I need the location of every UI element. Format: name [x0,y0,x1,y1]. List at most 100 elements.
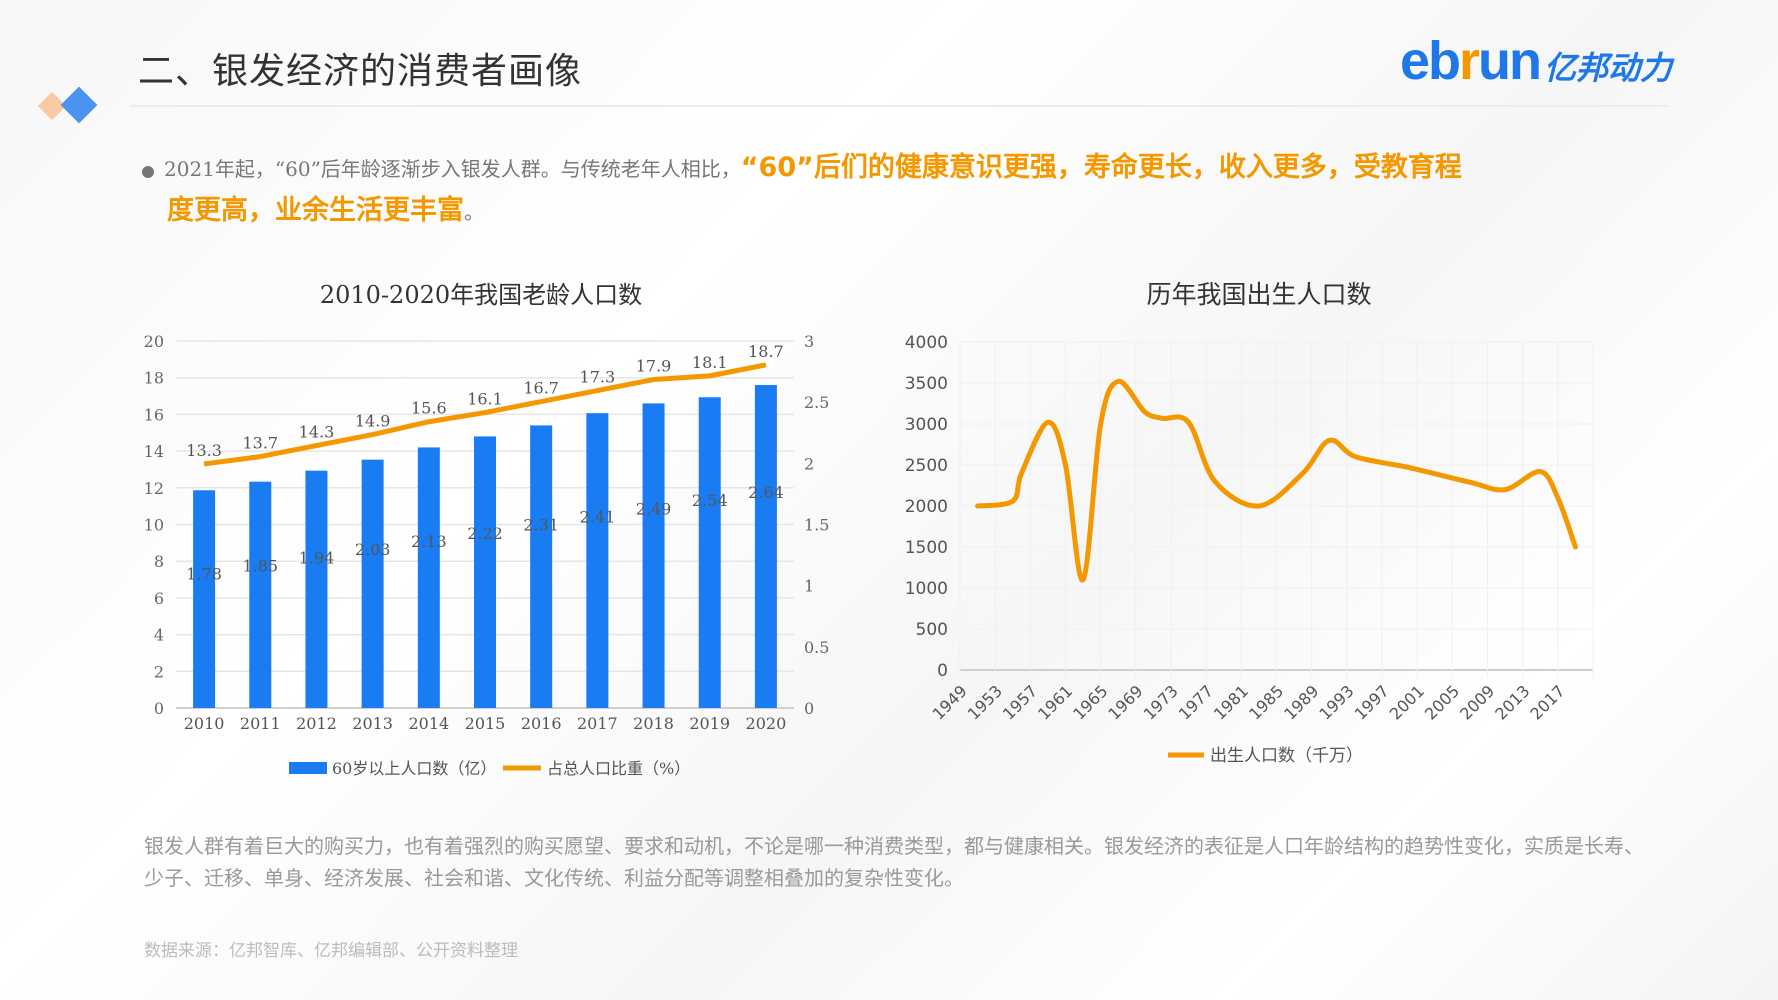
bar [417,447,440,708]
legend-line-label: 出生人口数（千万） [1210,746,1363,766]
right-axis-tick: 2.5 [804,393,829,412]
x-axis-tick: 2012 [296,714,337,733]
y-axis-tick: 500 [916,620,948,640]
bar [530,425,553,708]
x-axis-tick: 1985 [1245,681,1287,723]
bar-data-label: 2.64 [748,483,784,502]
line-data-label: 18.1 [692,353,728,372]
bar [305,470,328,708]
bar-data-label: 2.54 [692,491,728,510]
bar [754,385,777,708]
bar-data-label: 2.03 [355,540,391,559]
x-axis-tick: 1981 [1210,681,1252,723]
bar [698,397,721,708]
bullet-text: 2021年起，“60”后年龄逐渐步入银发人群。与传统老年人相比，“60”后们的健… [142,148,1662,234]
x-axis-tick: 2017 [577,714,618,733]
line-data-label: 18.7 [748,342,784,361]
y-axis-tick: 1500 [905,538,948,558]
x-axis-tick: 1965 [1069,681,1111,723]
left-axis-tick: 16 [144,405,164,424]
left-axis-tick: 10 [144,516,164,535]
line-data-label: 14.3 [299,423,335,442]
line-series [203,362,767,467]
left-axis-tick: 18 [144,369,164,388]
bar-data-label: 2.22 [467,524,503,543]
x-axis-tick: 2019 [689,714,730,733]
bar [361,459,384,708]
x-axis-tick: 1961 [1034,681,1076,723]
bar-data-label: 1.78 [186,565,222,584]
right-axis-tick: 1 [804,577,814,596]
data-source: 数据来源：亿邦智库、亿邦编辑部、公开资料整理 [144,941,518,961]
x-axis-tick: 1977 [1175,681,1217,723]
left-axis-tick: 2 [154,662,164,681]
x-axis-tick: 2018 [633,714,674,733]
bar-data-label: 1.85 [242,556,278,575]
legend-bar-label: 60岁以上人口数（亿） [332,759,496,778]
line-data-label: 14.9 [355,412,391,431]
bar-data-label: 2.41 [580,508,616,527]
left-axis-tick: 8 [154,552,164,571]
bar-data-label: 2.13 [411,532,447,551]
bar-data-label: 1.94 [299,548,335,567]
x-axis-tick: 2013 [1491,681,1533,723]
x-axis-tick: 1997 [1351,681,1393,723]
line-data-label: 17.3 [580,368,616,387]
bar-data-label: 2.31 [523,516,559,535]
x-axis-tick: 2014 [408,714,449,733]
x-axis-tick: 1993 [1315,681,1357,723]
logo: ebrun 亿邦动力 [1400,31,1673,91]
x-axis-tick: 2009 [1456,681,1498,723]
left-axis-tick: 14 [144,442,164,461]
x-axis-tick: 2001 [1386,681,1428,723]
x-axis-tick: 2015 [465,714,506,733]
x-axis-tick: 2010 [184,714,225,733]
legend-line-label: 占总人口比重（%） [547,759,690,778]
right-axis-tick: 1.5 [804,516,829,535]
bar [586,413,609,708]
x-axis-tick: 2020 [746,714,787,733]
x-axis-tick: 2005 [1421,681,1463,723]
line-data-label: 16.7 [523,379,559,398]
y-axis-tick: 2000 [905,497,948,517]
x-axis-tick: 2011 [240,714,281,733]
bullet-dot-icon [142,165,154,178]
bar [642,403,665,708]
left-axis-tick: 6 [154,589,164,608]
x-axis-tick: 1989 [1280,681,1322,723]
line-data-label: 16.1 [467,390,503,409]
header-divider [130,105,1667,107]
left-axis-tick: 4 [154,626,164,645]
line-data-label: 13.3 [186,441,222,460]
bar [474,436,496,708]
x-axis-tick: 2013 [352,714,393,733]
chart1-title: 2010-2020年我国老龄人口数 [320,281,642,309]
description-paragraph: 银发人群有着巨大的购买力，也有着强烈的购买愿望、要求和动机，不论是哪一种消费类型… [144,834,1644,890]
left-axis-tick: 20 [144,332,164,351]
right-axis-tick: 2 [804,454,814,473]
page-title: 二、银发经济的消费者画像 [138,51,583,92]
chart2-title: 历年我国出生人口数 [1146,280,1371,309]
line-data-label: 15.6 [411,399,447,418]
left-axis-tick: 0 [154,699,164,718]
bar-data-label: 2.49 [636,499,672,518]
x-axis-tick: 1973 [1140,681,1182,723]
y-axis-tick: 4000 [905,333,948,353]
y-axis-tick: 3000 [905,415,948,435]
line-data-label: 13.7 [242,434,278,453]
right-axis-tick: 0.5 [804,638,829,657]
right-axis-tick: 0 [804,699,814,718]
x-axis-tick: 1957 [999,681,1041,723]
y-axis-tick: 0 [937,661,948,681]
bar [193,490,216,708]
x-axis-tick: 1969 [1104,681,1146,723]
y-axis-tick: 1000 [905,579,948,599]
x-axis-tick: 2017 [1526,681,1568,723]
y-axis-tick: 2500 [905,456,948,476]
line-data-label: 17.9 [636,357,672,376]
x-axis-tick: 1953 [964,681,1006,723]
right-axis-tick: 3 [804,332,814,351]
y-axis-tick: 3500 [905,374,948,394]
